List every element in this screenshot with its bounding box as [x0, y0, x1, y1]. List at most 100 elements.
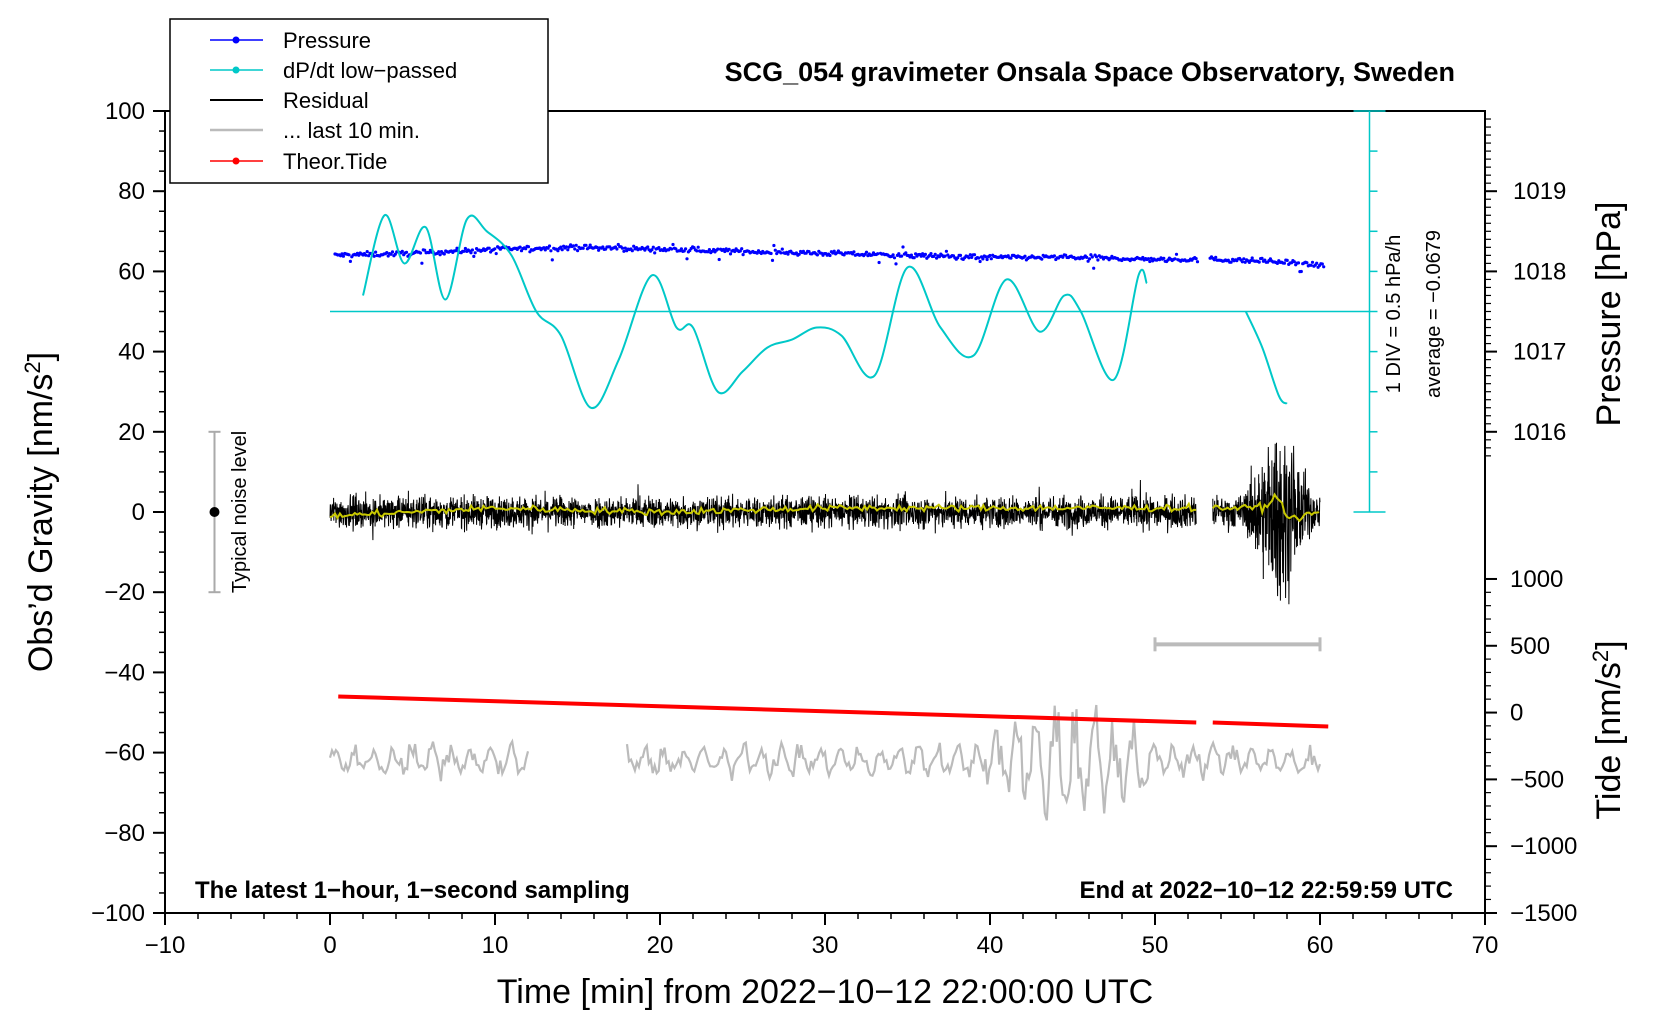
pressure-point: [1249, 259, 1253, 263]
pressure-point: [1094, 255, 1099, 259]
pressure-point: [1085, 255, 1089, 259]
noise-bar-center: [209, 507, 220, 517]
tide-tick-label: −500: [1510, 766, 1564, 793]
legend: Pressure dP/dt low−passed Residual ... l…: [169, 18, 549, 184]
pressure-point: [933, 252, 937, 256]
pressure-point: [365, 250, 369, 254]
x-tick-label: 50: [1142, 932, 1169, 959]
x-tick-label: 40: [977, 932, 1004, 959]
pressure-point: [978, 259, 982, 264]
x-tick-label: 10: [482, 932, 509, 959]
pressure-point: [372, 254, 376, 258]
pressure-point: [769, 251, 773, 256]
pressure-point: [630, 249, 634, 253]
pressure-point: [518, 245, 522, 249]
pressure-point: [904, 251, 908, 255]
data-series: [328, 214, 1370, 821]
pressure-point: [1149, 256, 1153, 260]
pressure-point: [615, 247, 619, 251]
pressure-point: [347, 253, 351, 257]
pressure-point: [550, 258, 554, 262]
pressure-point: [877, 260, 881, 265]
pressure-point: [770, 258, 775, 262]
pressure-point: [576, 249, 580, 253]
y-left-main: Obs’d Gravity [nm/s: [22, 374, 60, 673]
pressure-point: [695, 249, 699, 253]
pressure-point: [487, 246, 491, 250]
pressure-point: [684, 247, 688, 251]
pressure-point: [943, 254, 947, 258]
y-tick-label: 80: [118, 178, 145, 205]
pressure-point: [815, 253, 820, 257]
pressure-point: [921, 252, 925, 256]
pressure-point: [958, 253, 963, 257]
pressure-point: [587, 246, 591, 250]
tide-tick-label: 0: [1510, 700, 1523, 727]
pressure-point: [1310, 260, 1315, 264]
dpdt-line-segment: [1244, 311, 1288, 405]
pressure-point: [470, 248, 474, 252]
pressure-point: [1009, 256, 1013, 260]
last10-line: [328, 738, 530, 782]
pressure-point: [1292, 260, 1296, 264]
pressure-point: [1282, 261, 1286, 265]
pressure-point: [670, 247, 674, 251]
pressure-point: [892, 256, 897, 260]
pressure-point: [1040, 257, 1044, 261]
pressure-point: [620, 246, 625, 250]
pressure-tick-label: 1017: [1513, 339, 1566, 366]
pressure-point: [988, 253, 992, 258]
pressure-point: [1092, 266, 1096, 270]
pressure-point: [956, 256, 960, 260]
div-label: 1 DIV = 0.5 hPa/h: [1383, 235, 1405, 393]
pressure-point: [420, 261, 424, 265]
pressure-point: [909, 253, 914, 257]
pressure-point: [828, 253, 832, 258]
pressure-point: [657, 246, 661, 250]
pressure-point: [493, 247, 497, 251]
pressure-point: [968, 253, 972, 257]
pressure-point: [646, 245, 650, 249]
pressure-point: [1260, 256, 1264, 260]
y-axis-left-label: Obs’d Gravity [nm/s2]: [20, 352, 61, 672]
pressure-point: [923, 252, 928, 256]
chart-title: SCG_054 gravimeter Onsala Space Observat…: [725, 57, 1455, 87]
pressure-point: [1275, 261, 1279, 265]
pressure-point: [341, 254, 345, 258]
tide-tick-label: −1500: [1510, 900, 1577, 927]
pressure-series: [333, 242, 1326, 274]
pressure-point: [632, 244, 636, 248]
pressure-point: [404, 250, 409, 254]
pressure-point: [712, 247, 716, 252]
pressure-point: [651, 245, 655, 249]
y-tick-label: 0: [132, 499, 145, 526]
tide-tick-label: 500: [1510, 633, 1550, 660]
pressure-point: [989, 257, 993, 261]
pressure-point: [400, 249, 404, 253]
pressure-point: [390, 250, 395, 254]
pressure-point: [1296, 261, 1301, 265]
pressure-point: [473, 251, 477, 255]
pressure-point: [650, 248, 654, 252]
legend-label-residual: Residual: [283, 88, 369, 113]
pressure-point: [385, 251, 389, 255]
pressure-tick-label: 1019: [1513, 178, 1566, 205]
legend-dot-pressure: [232, 36, 240, 44]
legend-item-pressure: Pressure: [210, 28, 371, 53]
pressure-point: [1212, 258, 1216, 262]
pressure-point: [738, 249, 742, 253]
pressure-point: [901, 245, 905, 249]
y-tide-main: Tide [nm/s: [1590, 662, 1628, 819]
pressure-point: [1240, 260, 1244, 264]
pressure-point: [985, 257, 989, 262]
pressure-point: [438, 253, 442, 257]
pressure-point: [566, 248, 570, 252]
y-tick-label: 20: [118, 419, 145, 446]
pressure-point: [543, 248, 547, 252]
last10-line: [625, 704, 1322, 821]
legend-label-pressure: Pressure: [283, 28, 371, 53]
pressure-point: [900, 254, 904, 258]
pressure-point: [919, 254, 923, 258]
y-tide-end: ]: [1590, 640, 1628, 649]
pressure-point: [653, 251, 657, 255]
